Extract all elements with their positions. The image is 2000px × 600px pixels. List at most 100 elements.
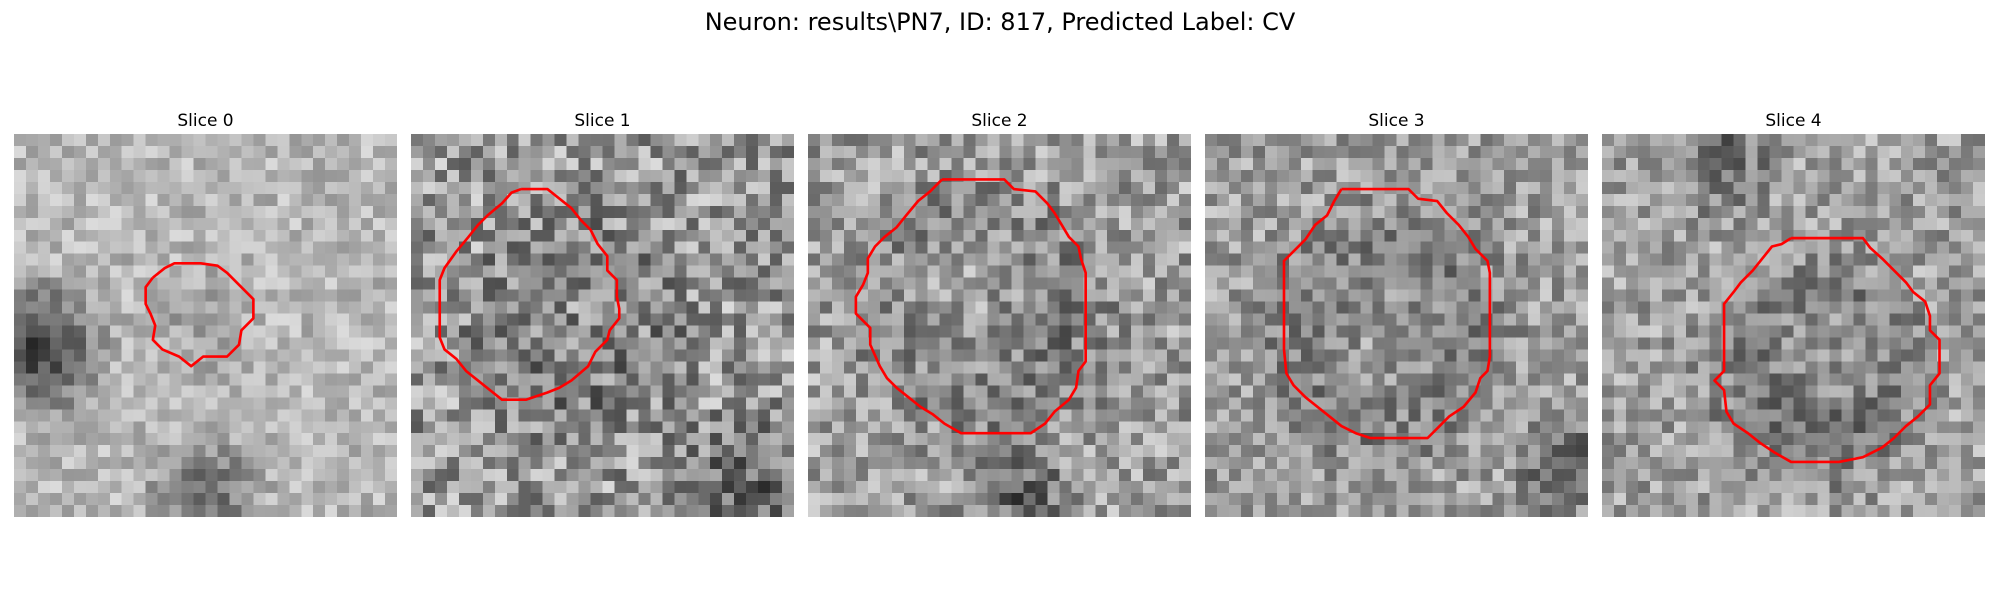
pixel xyxy=(1372,433,1385,446)
pixel xyxy=(1949,134,1962,147)
pixel xyxy=(963,373,976,386)
pixel xyxy=(987,421,1000,434)
pixel xyxy=(1205,134,1218,147)
pixel xyxy=(1432,217,1445,230)
pixel xyxy=(1576,469,1588,482)
pixel xyxy=(217,385,230,398)
pixel xyxy=(638,277,651,290)
pixel xyxy=(1288,134,1301,147)
pixel xyxy=(758,505,771,517)
pixel xyxy=(265,457,278,470)
pixel xyxy=(1709,253,1722,266)
pixel xyxy=(1047,349,1060,362)
pixel xyxy=(1011,289,1024,302)
pixel xyxy=(241,409,254,422)
pixel xyxy=(193,325,206,338)
pixel xyxy=(470,277,484,290)
pixel xyxy=(1035,397,1048,410)
pixel xyxy=(1035,433,1048,446)
pixel xyxy=(1625,277,1639,290)
pixel xyxy=(1228,481,1242,494)
pixel xyxy=(482,433,496,446)
pixel xyxy=(1035,445,1048,458)
pixel xyxy=(1805,253,1818,266)
pixel xyxy=(1205,277,1218,290)
pixel xyxy=(1396,313,1409,326)
pixel xyxy=(1853,373,1866,386)
pixel xyxy=(1336,385,1349,398)
pixel xyxy=(698,349,711,362)
pixel xyxy=(241,157,254,171)
pixel xyxy=(1336,217,1349,230)
pixel xyxy=(674,481,687,494)
pixel xyxy=(1829,313,1842,326)
pixel xyxy=(422,325,436,338)
pixel xyxy=(97,265,110,278)
pixel xyxy=(1937,145,1950,159)
pixel xyxy=(1709,205,1722,219)
pixel xyxy=(1961,301,1974,314)
pixel xyxy=(1240,169,1254,183)
pixel xyxy=(975,445,988,458)
pixel xyxy=(1613,409,1627,422)
pixel xyxy=(1360,193,1373,207)
pixel xyxy=(855,205,869,219)
pixel xyxy=(1143,253,1156,266)
pixel xyxy=(843,361,857,374)
pixel xyxy=(1216,145,1230,159)
pixel xyxy=(1949,409,1962,422)
pixel xyxy=(1348,313,1361,326)
pixel xyxy=(819,241,833,254)
pixel xyxy=(578,145,591,159)
pixel xyxy=(590,277,603,290)
pixel xyxy=(97,337,110,350)
pixel xyxy=(109,193,122,207)
pixel xyxy=(85,265,99,278)
pixel xyxy=(1456,289,1469,302)
pixel xyxy=(1083,421,1096,434)
pixel xyxy=(1300,193,1313,207)
pixel xyxy=(1925,157,1938,171)
pixel xyxy=(1131,505,1144,517)
pixel xyxy=(855,145,869,159)
pixel xyxy=(301,397,314,410)
pixel xyxy=(1312,493,1325,506)
pixel xyxy=(458,265,472,278)
pixel xyxy=(782,409,794,422)
pixel xyxy=(109,157,122,171)
pixel xyxy=(1240,265,1254,278)
pixel xyxy=(963,457,976,470)
pixel xyxy=(1576,373,1588,386)
pixel xyxy=(867,421,881,434)
pixel xyxy=(458,289,472,302)
pixel xyxy=(1516,385,1529,398)
pixel xyxy=(1613,277,1627,290)
pixel xyxy=(843,481,857,494)
pixel xyxy=(61,337,75,350)
pixel xyxy=(1023,193,1036,207)
pixel xyxy=(1360,505,1373,517)
pixel xyxy=(518,421,531,434)
pixel xyxy=(843,445,857,458)
pixel xyxy=(1264,217,1278,230)
pixel xyxy=(1167,181,1180,195)
pixel xyxy=(145,169,158,183)
pixel xyxy=(1336,157,1349,171)
pixel xyxy=(1961,181,1974,195)
pixel xyxy=(37,289,51,302)
pixel xyxy=(1095,445,1108,458)
pixel xyxy=(843,397,857,410)
pixel xyxy=(1432,469,1445,482)
pixel xyxy=(843,241,857,254)
pixel xyxy=(349,277,362,290)
segmentation-contour xyxy=(854,178,1087,435)
pixel xyxy=(939,481,952,494)
pixel xyxy=(1841,409,1854,422)
pixel xyxy=(734,241,747,254)
pixel xyxy=(1841,433,1854,446)
pixel xyxy=(1240,505,1254,517)
slice-image-3 xyxy=(1205,134,1588,517)
pixel xyxy=(169,457,182,470)
pixel xyxy=(1047,265,1060,278)
pixel xyxy=(361,193,374,207)
